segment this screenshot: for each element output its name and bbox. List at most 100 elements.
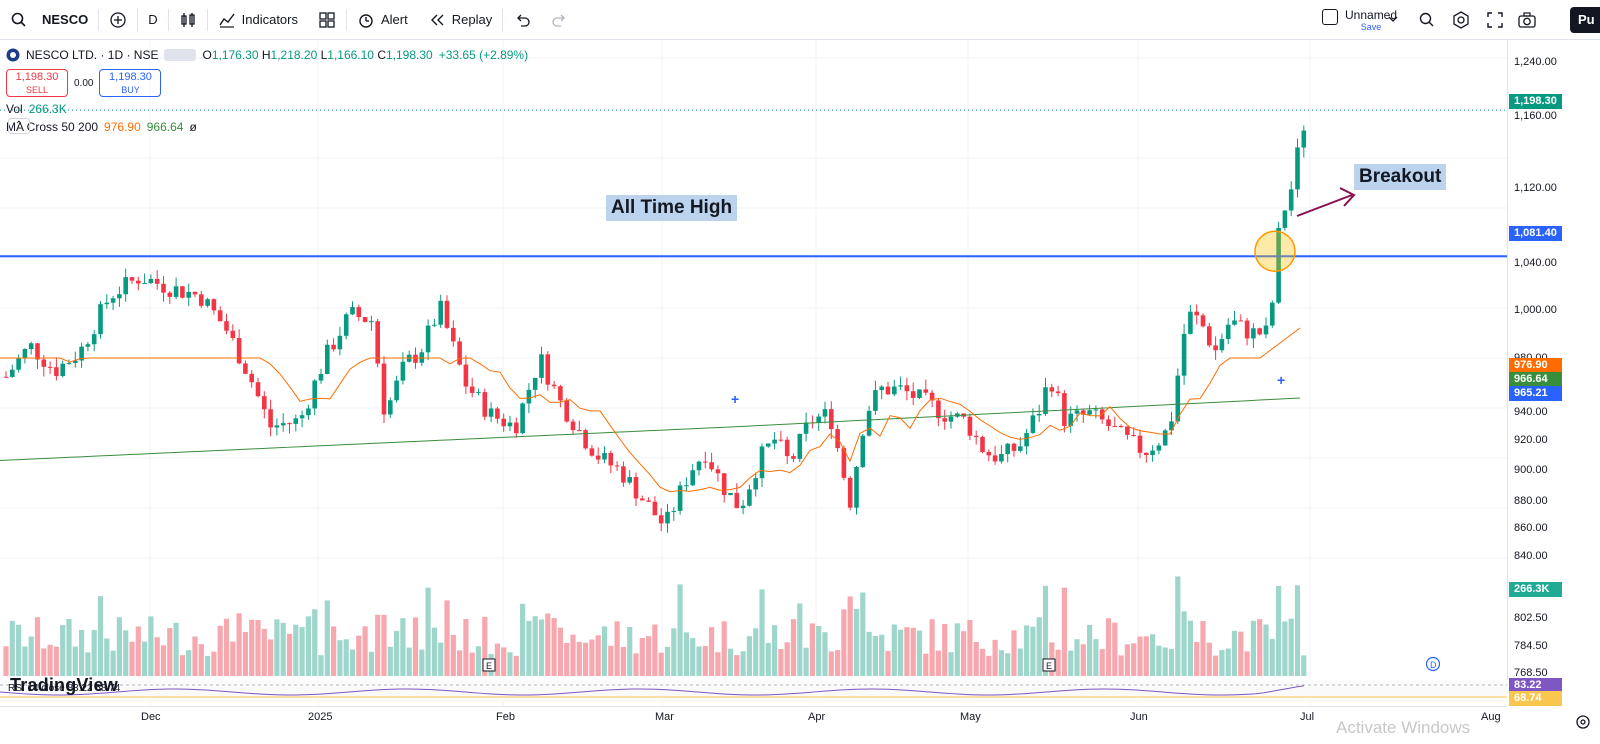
volume-bar (866, 631, 872, 676)
time-tick-label: 2025 (308, 711, 333, 723)
volume-bar (872, 635, 878, 676)
candle-body (438, 300, 443, 325)
buy-price: 1,198.30 (109, 71, 152, 83)
chevron-down-icon[interactable] (1388, 14, 1398, 24)
price-tag: 966.64 (1509, 372, 1562, 387)
candle-body (507, 422, 513, 427)
volume-bar (1194, 642, 1200, 676)
price-tick-label: 1,240.00 (1514, 56, 1557, 68)
candle-body (180, 286, 185, 298)
volume-bar (186, 650, 192, 676)
candle-body (917, 389, 922, 398)
replay-label: Replay (451, 12, 493, 27)
candle-body (658, 515, 664, 524)
price-axis[interactable]: 1,240.00 1,160.00 1,120.00 1,040.00 1,000.00… (1507, 40, 1600, 706)
time-axis[interactable]: Dec 2025 Feb Mar Apr May Jun Jul Aug (0, 706, 1507, 744)
compare-button[interactable] (99, 0, 137, 40)
replay-button[interactable]: Replay (418, 0, 502, 40)
price-change: +33.65 (+2.89%) (438, 48, 529, 62)
rsi-legend[interactable]: RSI 14 close 83.22 68.74 (8, 683, 121, 694)
settings-icon[interactable] (1452, 11, 1470, 29)
interval-button[interactable]: D (138, 0, 167, 40)
redo-button[interactable] (541, 0, 579, 40)
volume-bar (494, 643, 500, 676)
candle-body (986, 451, 992, 456)
breakout-label[interactable]: Breakout (1354, 164, 1447, 190)
undo-button[interactable] (503, 0, 541, 40)
ma-legend[interactable]: MA Cross 50 200 976.90 966.64 ø (6, 118, 528, 136)
candle-body (469, 386, 475, 394)
volume-legend[interactable]: Vol 266.3K (6, 100, 528, 118)
candle-body (451, 327, 456, 342)
candle-body (589, 448, 595, 456)
candle-body (1238, 320, 1244, 322)
time-tick-label: Aug (1481, 711, 1501, 723)
volume-bar (79, 629, 85, 676)
candle-body (1043, 387, 1048, 414)
candle-body (1263, 325, 1269, 335)
volume-bar (318, 655, 324, 676)
volume-bar (1068, 650, 1074, 676)
chart-type-button[interactable] (169, 0, 207, 40)
volume-bar (116, 617, 122, 676)
candle-body (1162, 430, 1168, 446)
eye-toggle-icon[interactable] (164, 49, 197, 61)
volume-bar (1093, 639, 1099, 676)
symbol-search[interactable]: NESCO (0, 0, 98, 40)
candle-body (1036, 413, 1042, 416)
candle-body (1175, 375, 1181, 422)
candle-body (1024, 432, 1029, 447)
candle-body (633, 477, 639, 499)
earnings-marker (1042, 658, 1056, 672)
sell-price: 1,198.30 (15, 71, 59, 83)
candle-body (910, 391, 916, 398)
templates-button[interactable] (308, 0, 346, 40)
sell-button[interactable]: 1,198.30 SELL (6, 69, 68, 97)
alert-button[interactable]: Alert (347, 0, 418, 40)
price-chart[interactable]: + + E E D (0, 40, 1507, 706)
volume-bar (1162, 647, 1168, 676)
tradingview-logo[interactable]: TradingView (10, 675, 118, 695)
volume-bar (910, 627, 916, 676)
candle-body (595, 455, 601, 460)
layout-select-button[interactable] (1322, 9, 1338, 25)
volume-bar (375, 614, 381, 676)
volume-bar (879, 634, 885, 676)
candle-body (753, 478, 758, 490)
candle-body (293, 418, 299, 424)
candle-body (224, 321, 229, 331)
fullscreen-icon[interactable] (1486, 11, 1504, 29)
candle-body (721, 473, 727, 496)
candle-body (148, 278, 154, 284)
grid-icon (319, 11, 335, 28)
candle-body (709, 462, 714, 470)
volume-bar (3, 646, 9, 676)
buy-button[interactable]: 1,198.30 BUY (99, 69, 162, 97)
volume-bar (690, 638, 696, 676)
layout-name-button[interactable]: Unnamed Save (1345, 8, 1397, 32)
candle-body (583, 430, 588, 449)
publish-button[interactable]: Pu (1570, 7, 1600, 33)
volume-bar (1061, 587, 1067, 676)
candle-body (186, 291, 191, 298)
volume-bar (589, 639, 595, 676)
candle-body (79, 346, 84, 361)
volume-bar (324, 600, 330, 676)
candle-body (60, 363, 65, 377)
candle-body (1295, 147, 1300, 190)
chart-settings-icon[interactable] (1575, 714, 1591, 730)
volume-bar (898, 629, 904, 676)
all-time-high-label[interactable]: All Time High (606, 195, 738, 221)
collapse-legend-button[interactable]: ⌃ (8, 118, 30, 134)
indicators-button[interactable]: Indicators (208, 0, 308, 40)
volume-bar (1187, 620, 1193, 676)
volume-bar (438, 642, 444, 676)
candle-body (703, 461, 708, 463)
camera-icon[interactable] (1517, 11, 1537, 29)
volume-bar (28, 636, 34, 676)
ohlc-key-h: H (261, 48, 271, 62)
quick-search-icon[interactable] (1418, 11, 1436, 29)
volume-bar (564, 642, 570, 676)
volume-bar (1030, 626, 1036, 676)
symbol-title[interactable]: NESCO LTD. · 1D · NSE (26, 48, 159, 62)
